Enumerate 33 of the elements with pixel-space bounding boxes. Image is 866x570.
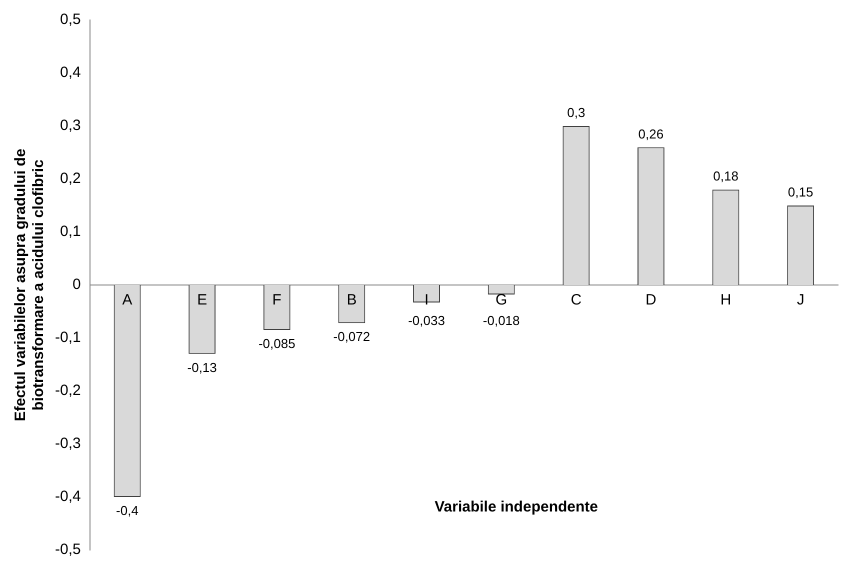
y-tick-label: -0,3 <box>54 435 81 452</box>
y-tick-label: 0,1 <box>60 223 81 240</box>
y-tick-label: 0,5 <box>60 11 81 28</box>
x-tick-label: E <box>197 292 208 309</box>
data-label: -0,085 <box>258 336 296 352</box>
x-tick-label: B <box>346 292 357 309</box>
data-label: 0,26 <box>638 126 664 142</box>
x-tick-label: H <box>720 292 732 309</box>
x-tick-label: I <box>424 292 429 309</box>
y-tick-label: -0,1 <box>54 329 81 346</box>
data-label: 0,3 <box>567 105 586 120</box>
x-tick-label: A <box>122 292 132 309</box>
y-tick-label: -0,2 <box>54 382 81 400</box>
x-tick-label: J <box>796 292 804 309</box>
y-tick-label: 0,2 <box>60 170 81 188</box>
y-tick-label: -0,4 <box>54 488 81 506</box>
data-label: 0,15 <box>788 184 814 200</box>
data-label: -0,13 <box>187 360 217 375</box>
y-tick-label: 0,4 <box>60 64 81 82</box>
data-label: 0,18 <box>713 168 738 184</box>
data-label: -0,033 <box>408 313 445 328</box>
y-tick-label: 0,3 <box>60 117 81 134</box>
x-tick-label: F <box>272 292 282 309</box>
data-label: -0,072 <box>333 329 370 344</box>
y-tick-label: 0 <box>72 276 81 294</box>
data-label: -0,4 <box>116 503 138 518</box>
y-tick-label: -0,5 <box>54 541 81 558</box>
x-axis-title: Variabile independente <box>434 498 598 516</box>
x-tick-label: G <box>495 292 508 309</box>
x-tick-label: C <box>570 292 582 309</box>
y-axis-title: Efectul variabilelor asupra gradului de biotransformare a acidului clofibric <box>12 148 48 422</box>
x-tick-label: D <box>646 292 657 309</box>
data-label: -0,018 <box>482 313 520 328</box>
